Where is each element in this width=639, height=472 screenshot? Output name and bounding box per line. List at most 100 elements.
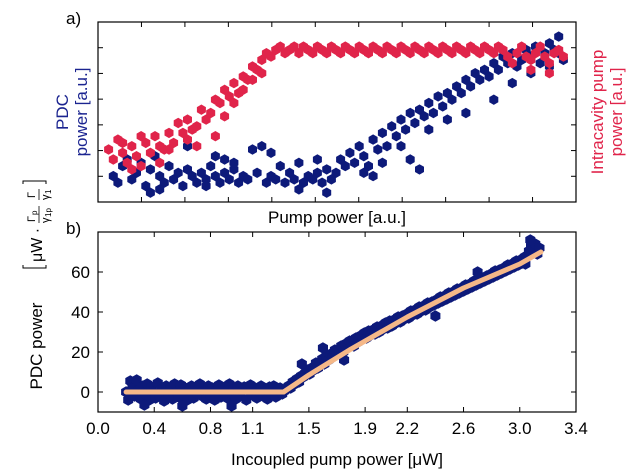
panel-a-series-0-point-63 [401,124,411,135]
panel-a-series-1-point-40 [289,41,299,52]
panel-a-series-1-point-108 [155,157,165,168]
panel-a-series-0-point-61 [391,131,401,142]
panel-a-series-1-point-83 [489,48,499,59]
panel-a-ylabel-right-line2: power [a.u.] [607,68,626,157]
panel-a-series-0-point-106 [405,154,415,165]
panel-b-xtick-label-1: 0.4 [142,419,166,438]
panel-a-series-1-point-98 [558,51,568,62]
panel-a-series-1-point-20 [196,104,206,115]
panel-a-series-0-point-103 [359,167,369,178]
svg-text:Γ: Γ [26,216,38,222]
panel-b-label: b) [66,219,81,238]
panel-a-series-1-point-113 [544,68,554,79]
panel-b-xtick-label-0: 0.0 [86,419,110,438]
panel-b-ytick-label-2: 40 [71,303,90,322]
panel-a-series-0-point-27 [234,177,244,188]
panel-a-series-0-point-73 [447,94,457,105]
panel-a-series-1-point-89 [517,41,527,52]
svg-text:γ: γ [40,217,52,223]
panel-a-xlabel: Pump power [a.u.] [268,208,406,227]
panel-a-series-1-point-100 [136,131,146,142]
panel-a-series-1-point-33 [257,54,267,66]
svg-text:Γ: Γ [26,192,38,198]
panel-b-xtick-label-5: 1.9 [353,419,377,438]
panel-a-series-0-point-37 [280,177,290,188]
panel-a-series-0-point-14 [173,167,183,178]
panel-a-series-0-point-67 [419,111,429,122]
panel-a-series-1-point-5 [127,141,137,152]
panel-a-label: a) [66,9,81,28]
panel-a-series-0-point-113 [322,187,332,198]
panel-a-series-0-point-18 [192,177,202,188]
panel-a-series-0-point-96 [554,31,564,42]
panel-a-series-0-point-100 [210,151,220,162]
panel-a-series-1-point-59 [377,48,387,59]
panel-a-series-0-point-94 [544,38,554,49]
panel-b-ylabel-unit: μW · Γp γ1p Γ γ1 [22,180,53,269]
panel-a-series-0-point-79 [475,74,485,85]
panel-a-series-0-point-64 [405,107,415,119]
panel-a-series-0-point-40 [294,157,304,168]
panel-a-series-1-point-6 [132,151,141,162]
panel-a-series-0-point-117 [461,107,471,119]
panel-a-series-1-point-62 [391,48,401,59]
panel-a-series-0-point-32 [257,141,267,152]
panel-a-series-1-point-92 [531,48,540,59]
panel-a-series-1-point-104 [229,97,239,109]
panel-a-series-1-point-37 [275,41,285,52]
panel-a-series-1-point-41 [294,48,304,59]
panel-a-series-1-point-10 [150,131,160,142]
panel-a-series-0-point-30 [248,144,257,155]
panel-a-series-0-point-80 [480,64,489,75]
panel-a-series-0-point-75 [456,87,466,99]
panel-a-series-1-point-95 [544,58,554,69]
svg-text:γ: γ [40,194,52,200]
panel-a-series-0-point-112 [312,154,322,165]
panel-a-series-1-point-17 [183,114,192,125]
panel-b-xtick-label-6: 2.2 [395,419,419,438]
panel-a-series-1-point-105 [238,84,248,95]
panel-b-point-202 [317,342,328,354]
panel-a-series-0-point-78 [470,68,480,79]
panel-a-series-0-point-16 [183,164,192,175]
panel-a-series-1-point-102 [183,134,192,145]
panel-a-series-1-point-7 [136,160,146,172]
panel-a-series-1-point-101 [164,144,174,155]
panel-a-series-1-point-4 [122,157,132,168]
panel-b-xtick-label-3: 1.1 [241,419,265,438]
panel-a-frame [97,21,577,203]
panel-a-series-0-point-110 [183,141,192,152]
panel-b-ytick-label-3: 60 [71,263,90,282]
panel-a-series-0-point-71 [438,101,448,112]
panel-a-series-0-point-47 [326,174,336,185]
panel-a-series-0-point-12 [164,160,174,172]
panel-a-series-1-point-9 [145,147,155,158]
panel-b-ylabel-text: PDC power [27,302,46,389]
svg-text:1: 1 [44,189,53,194]
panel-a-series-0-point-115 [424,124,434,135]
panel-a-series-0-point-66 [415,104,424,115]
panel-a-series-1-point-65 [405,48,415,59]
panel-a-series-0-point-39 [289,174,299,185]
panel-a-ylabel-left-line1: PDC [53,94,72,130]
panel-b-xtick-label-8: 3.0 [508,419,532,438]
panel-b-point-205 [226,400,237,412]
panel-a-series-1-point-77 [461,48,471,59]
panel-a-series-0-point-83 [493,64,503,75]
panel-a-series-0-point-4 [127,174,137,185]
panel-a-series-0-point-1 [113,177,123,188]
panel-a-series-0-point-77 [466,81,476,92]
panel-a-series-1-point-74 [447,48,457,59]
panel-a-series-1-point-22 [206,107,216,119]
panel-a-ylabel-right-line1: Intracavity pump [588,50,607,175]
panel-b-xtick-label-7: 2.6 [452,419,476,438]
panel-b-point-200 [430,310,441,322]
panel-a-series-0-point-17 [187,170,197,182]
panel-a-intracavity-series [104,41,568,175]
panel-a-series-0-point-92 [535,58,545,69]
panel-a-series-1-point-25 [220,84,230,95]
panel-a-series-0-point-116 [442,114,452,125]
panel-a-series-0-point-69 [428,107,438,119]
panel-a-series-1-point-71 [433,48,443,59]
